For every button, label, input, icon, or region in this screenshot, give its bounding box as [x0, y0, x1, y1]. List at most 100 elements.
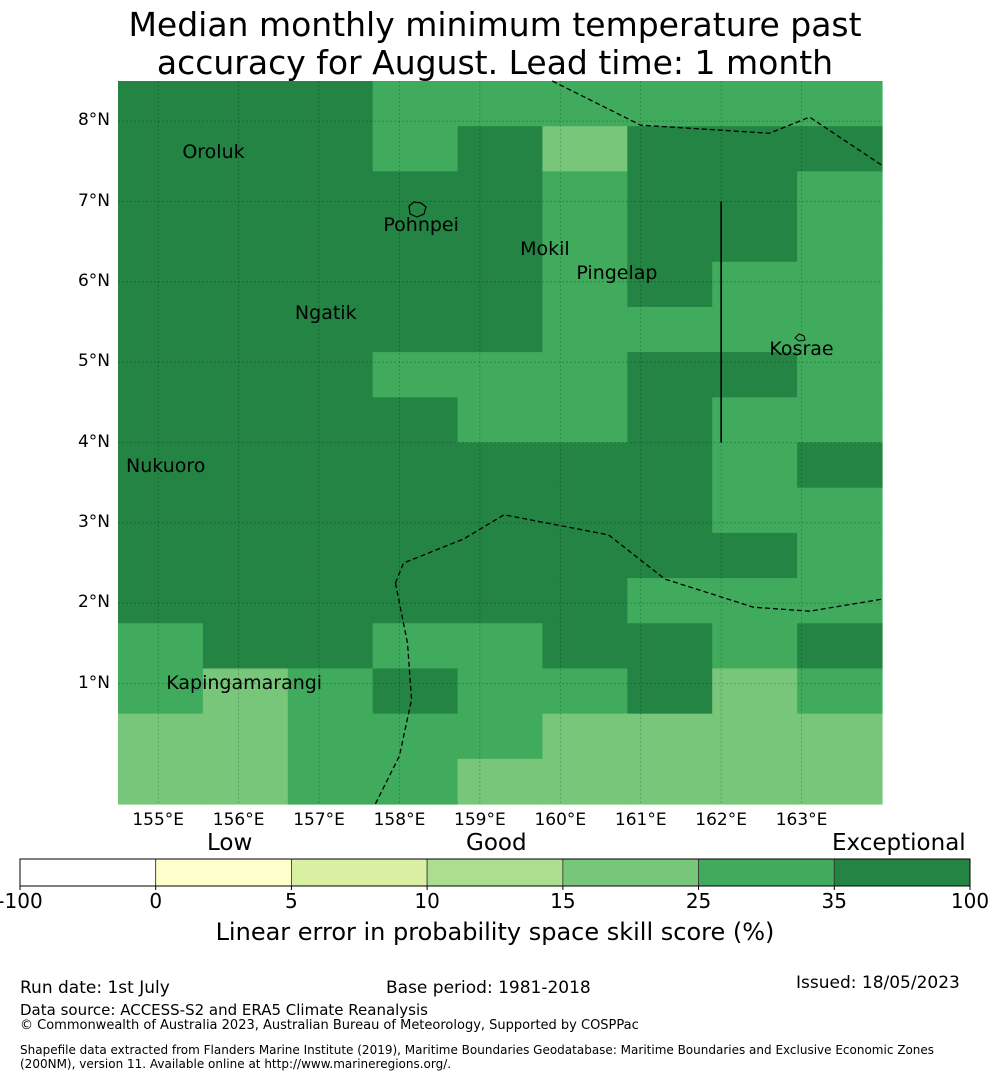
skill-cell — [627, 442, 713, 489]
skill-cell — [542, 532, 628, 579]
skill-cell — [372, 668, 459, 715]
island-outlines — [408, 201, 806, 342]
colorbar-swatch — [19, 858, 157, 887]
map-title: Median monthly minimum temperature past … — [0, 6, 990, 82]
skill-cell — [712, 623, 798, 670]
skill-cell — [712, 352, 798, 398]
skill-cell — [627, 487, 713, 534]
skill-cell — [202, 81, 289, 127]
skill-cell — [542, 171, 628, 218]
skill-cell — [542, 216, 628, 263]
lon-tick-label: 158°E — [373, 810, 426, 830]
lat-tick-label: 3°N — [77, 511, 110, 532]
skill-cell — [202, 352, 289, 398]
skill-cell — [372, 397, 459, 444]
eez-line — [394, 514, 883, 612]
skill-cell — [627, 623, 713, 670]
colorbar-tick-label: 0 — [149, 889, 163, 913]
lat-tick-label: 1°N — [77, 672, 110, 693]
skill-cell — [627, 758, 713, 805]
skill-cell — [287, 352, 374, 398]
skill-cell — [202, 487, 289, 534]
eez-line — [374, 582, 413, 805]
skill-cell — [797, 306, 883, 353]
lat-tick-label: 5°N — [77, 351, 110, 372]
skill-cell — [797, 397, 883, 444]
lon-tick-label: 162°E — [695, 810, 748, 830]
shapefile-credit-line-1: Shapefile data extracted from Flanders M… — [20, 1043, 935, 1057]
copyright: © Commonwealth of Australia 2023, Austra… — [20, 1018, 639, 1033]
data-source: Data source: ACCESS-S2 and ERA5 Climate … — [20, 1001, 428, 1019]
colorbar-tick-label: 100 — [950, 889, 990, 913]
skill-cell — [712, 758, 798, 805]
skill-cell — [287, 126, 374, 172]
skill-cell — [457, 758, 544, 805]
skill-cell — [797, 623, 883, 670]
colorbar-swatch — [562, 858, 699, 887]
skill-cell — [712, 487, 798, 534]
pohnpei-island-outline — [408, 201, 427, 218]
skill-cell — [627, 532, 713, 579]
skill-cell — [797, 126, 883, 172]
skill-cell — [797, 713, 883, 760]
lon-tick-label: 155°E — [132, 810, 185, 830]
place-label: Kosrae — [769, 338, 834, 361]
skill-cell — [202, 397, 289, 444]
skill-cell — [542, 352, 628, 398]
skill-cell — [457, 487, 544, 534]
skill-cell — [542, 397, 628, 444]
skill-cell — [202, 126, 289, 172]
colorbar-swatch — [155, 858, 292, 887]
skill-cell — [118, 81, 204, 127]
colorbar — [19, 858, 971, 890]
skill-cell — [627, 668, 713, 715]
skill-cell — [457, 216, 544, 263]
skill-cell — [797, 171, 883, 218]
skill-cell — [627, 397, 713, 444]
skill-cell — [118, 442, 204, 489]
skill-cell — [118, 758, 204, 805]
skill-cell — [372, 713, 459, 760]
skill-cell — [542, 261, 628, 308]
skill-cell — [712, 532, 798, 579]
lat-tick-label: 7°N — [77, 190, 110, 211]
place-label: Pingelap — [576, 261, 658, 284]
skill-cell — [542, 126, 628, 172]
place-label: Mokil — [520, 237, 570, 260]
skill-cell — [712, 713, 798, 760]
skill-cell — [372, 171, 459, 218]
skill-cell — [202, 171, 289, 218]
skill-cell — [457, 623, 544, 670]
skill-cell — [287, 758, 374, 805]
skill-cell — [457, 352, 544, 398]
category-exceptional: Exceptional — [832, 830, 966, 856]
skill-cell — [457, 171, 544, 218]
skill-cell — [287, 171, 374, 218]
colorbar-tick-label: -100 — [0, 889, 43, 913]
skill-cell — [372, 81, 459, 127]
skill-cell — [712, 216, 798, 263]
skill-cell — [287, 623, 374, 670]
shapefile-credit-line-2: (200NM), version 11. Available online at… — [20, 1057, 452, 1071]
skill-cell — [542, 668, 628, 715]
skill-cell — [457, 397, 544, 444]
skill-cell — [202, 713, 289, 760]
title-line-1: Median monthly minimum temperature past — [128, 5, 862, 44]
place-label: Kapingamarangi — [166, 671, 323, 694]
skill-cell — [542, 306, 628, 353]
skill-cell — [797, 532, 883, 579]
title-line-2: accuracy for August. Lead time: 1 month — [156, 43, 834, 82]
skill-cell — [372, 532, 459, 579]
skill-cell — [118, 171, 204, 218]
skill-cell — [712, 578, 798, 624]
skill-cell — [712, 306, 798, 353]
skill-cell — [372, 442, 459, 489]
skill-cell — [118, 306, 204, 353]
skill-cell — [202, 532, 289, 579]
skill-cell — [627, 261, 713, 308]
skill-cell — [627, 81, 713, 127]
skill-cell — [797, 81, 883, 127]
skill-cell — [202, 758, 289, 805]
eez-boundaries — [374, 80, 883, 805]
